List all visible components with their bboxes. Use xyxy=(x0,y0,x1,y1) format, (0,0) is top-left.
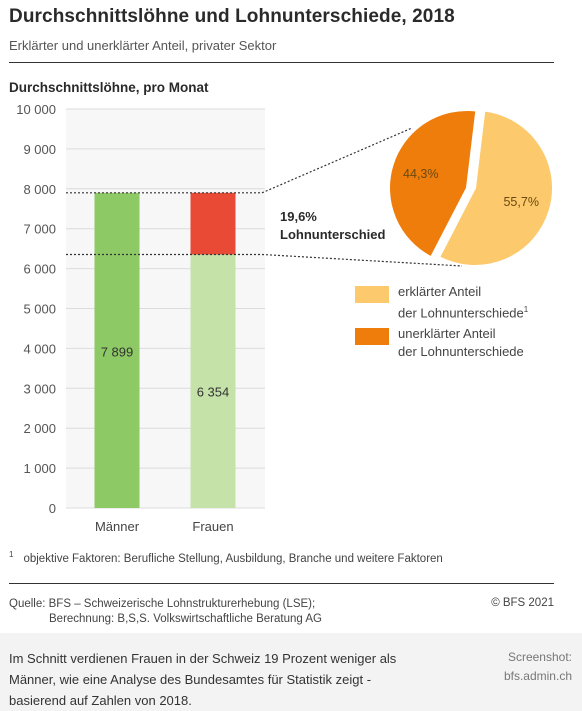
y-tick-label: 7 000 xyxy=(23,222,56,237)
source-line-2: Berechnung: B,S,S. Volkswirtschaftliche … xyxy=(49,613,322,625)
connector-bottom xyxy=(261,253,463,267)
source-line-1: Quelle: BFS – Schweizerische Lohnstruktu… xyxy=(9,598,316,610)
source-divider xyxy=(9,583,554,584)
chart-label: Durchschnittslöhne, pro Monat xyxy=(9,80,209,95)
page-title: Durchschnittslöhne und Lohnunterschiede,… xyxy=(9,6,455,27)
top-divider xyxy=(9,62,554,63)
pie-slice-label: 55,7% xyxy=(503,195,538,209)
bar-gap-segment xyxy=(190,192,236,255)
legend-unexplained-line2: der Lohnunterschiede xyxy=(398,344,524,359)
bar-value-label: 6 354 xyxy=(197,384,230,399)
y-tick-label: 2 000 xyxy=(23,421,56,436)
y-tick-label: 0 xyxy=(49,501,56,516)
screenshot-credit-line1: Screenshot: xyxy=(507,650,572,664)
y-tick-label: 8 000 xyxy=(23,182,56,197)
connector-top xyxy=(261,127,413,194)
bar-frauen xyxy=(190,254,236,508)
legend-swatch-unexplained xyxy=(355,328,389,345)
y-tick-label: 4 000 xyxy=(23,341,56,356)
source-block: Quelle: BFS – Schweizerische Lohnstruktu… xyxy=(9,597,322,627)
caption-bar xyxy=(0,633,582,711)
footnote: 1 objektive Faktoren: Berufliche Stellung… xyxy=(9,550,443,565)
gap-percent-label: 19,6% xyxy=(280,209,317,224)
copyright: © BFS 2021 xyxy=(491,597,554,609)
wage-chart: 0 1 000 2 000 3 000 4 000 5 000 6 000 7 000 8 00… xyxy=(16,102,554,534)
page-subtitle: Erklärter und unerklärter Anteil, privat… xyxy=(9,38,277,53)
y-tick-label: 3 000 xyxy=(23,381,56,396)
bar-maenner xyxy=(94,192,140,508)
y-tick-label: 6 000 xyxy=(23,262,56,277)
pie-slice-label: 44,3% xyxy=(403,167,438,181)
legend-explained-sup: 1 xyxy=(523,305,529,314)
article-caption: Im Schnitt verdienen Frauen in der Schwe… xyxy=(9,651,397,708)
screenshot-credit: Screenshot: bfs.admin.ch xyxy=(504,648,572,686)
footnote-marker: 1 xyxy=(9,550,14,559)
bar-value-label: 7 899 xyxy=(101,344,134,359)
y-tick-label: 1 000 xyxy=(23,461,56,476)
screenshot-credit-line2: bfs.admin.ch xyxy=(503,669,572,683)
legend-explained-line2: der Lohnunterschiede xyxy=(398,305,524,321)
pie-slice-explained xyxy=(437,109,554,267)
y-tick-label: 10 000 xyxy=(16,102,56,117)
footnote-text: objektive Faktoren: Berufliche Stellung,… xyxy=(23,552,443,565)
legend-swatch-explained xyxy=(355,286,389,303)
legend-explained-line1: erklärter Anteil xyxy=(398,284,482,299)
x-tick-label: Frauen xyxy=(192,519,233,534)
y-tick-label: 5 000 xyxy=(23,302,56,317)
x-tick-label: Männer xyxy=(95,519,140,534)
pie-slice-unexplained xyxy=(388,109,478,259)
y-tick-label: 9 000 xyxy=(23,142,56,157)
legend-unexplained-line1: unerklärter Anteil xyxy=(398,326,496,341)
gap-text-label: Lohnunterschied xyxy=(280,227,386,242)
